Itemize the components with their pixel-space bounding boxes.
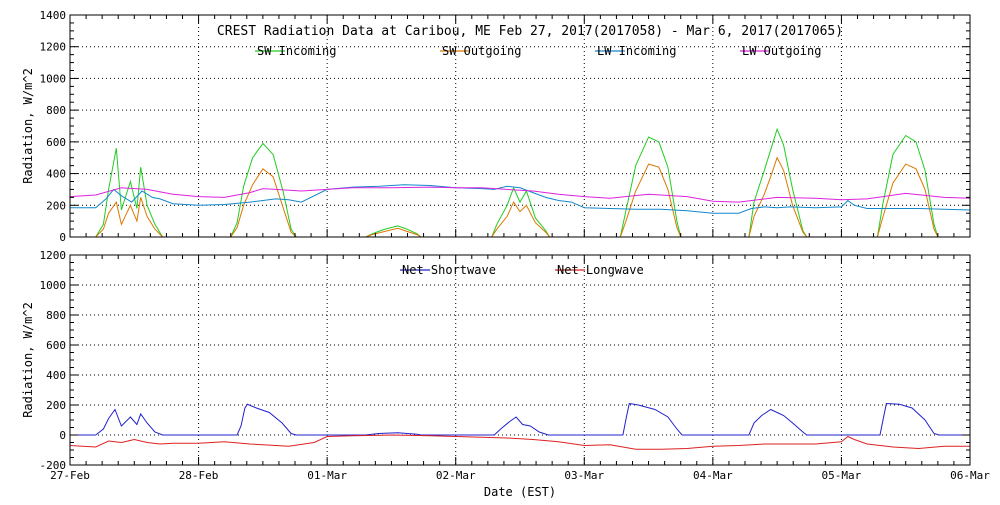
- x-tick-label: 03-Mar: [564, 469, 604, 482]
- bottom-y-tick-label: -200: [40, 459, 67, 472]
- top-series-line-lw-incoming: [70, 184, 971, 214]
- top-y-tick-label: 1200: [40, 41, 67, 54]
- bottom-legend-label: Net Shortwave: [402, 263, 496, 277]
- bottom-panel: -200 0 200 400 600 800 1000 1200 27-Feb 28-Feb 01-…: [40, 249, 991, 482]
- x-tick-label: 01-Mar: [307, 469, 347, 482]
- x-tick-label: 05-Mar: [822, 469, 862, 482]
- top-legend-label: LW Outgoing: [742, 44, 821, 58]
- bottom-y-tick-label: 800: [46, 309, 66, 322]
- chart-title: CREST Radiation Data at Caribou, ME Feb …: [217, 24, 843, 39]
- top-legend-label: LW Incoming: [597, 44, 676, 58]
- top-series-line-sw-incoming: [70, 127, 970, 238]
- top-y-tick-label: 800: [46, 104, 66, 117]
- bottom-y-axis-title: Radiation, W/m^2: [21, 302, 35, 418]
- x-axis-title: Date (EST): [484, 485, 556, 499]
- top-y-tick-label: 0: [59, 231, 66, 244]
- bottom-y-tick-label: 1000: [40, 279, 67, 292]
- x-tick-label: 27-Feb: [50, 469, 90, 482]
- top-series-line-sw-outgoing: [70, 156, 970, 238]
- top-y-axis-title: Radiation, W/m^2: [21, 68, 35, 184]
- top-panel: 0 200 400 600 800 1000 1200 1400 SW Incoming SW O…: [40, 9, 971, 244]
- bottom-y-tick-label: 0: [59, 429, 66, 442]
- top-series-line-lw-outgoing: [69, 186, 971, 203]
- top-y-tick-label: 600: [46, 136, 66, 149]
- bottom-y-tick-label: 600: [46, 339, 66, 352]
- bottom-series-line-net-shortwave: [70, 402, 970, 436]
- x-tick-label: 28-Feb: [179, 469, 219, 482]
- top-legend-label: SW Outgoing: [442, 44, 521, 58]
- top-y-tick-label: 1000: [40, 72, 67, 85]
- bottom-legend-label: Net Longwave: [557, 263, 644, 277]
- top-y-tick-label: 400: [46, 168, 66, 181]
- x-tick-label: 04-Mar: [693, 469, 733, 482]
- bottom-y-tick-label: 400: [46, 369, 66, 382]
- top-y-tick-label: 200: [46, 199, 66, 212]
- x-tick-label: 06-Mar: [950, 469, 990, 482]
- top-y-tick-label: 1400: [40, 9, 67, 22]
- bottom-plot-frame: [69, 254, 971, 466]
- bottom-y-tick-label: 1200: [40, 249, 67, 262]
- bottom-y-tick-label: 200: [46, 399, 66, 412]
- top-legend-label: SW Incoming: [257, 44, 336, 58]
- bottom-series-line-net-longwave: [69, 434, 970, 450]
- x-tick-label: 02-Mar: [436, 469, 476, 482]
